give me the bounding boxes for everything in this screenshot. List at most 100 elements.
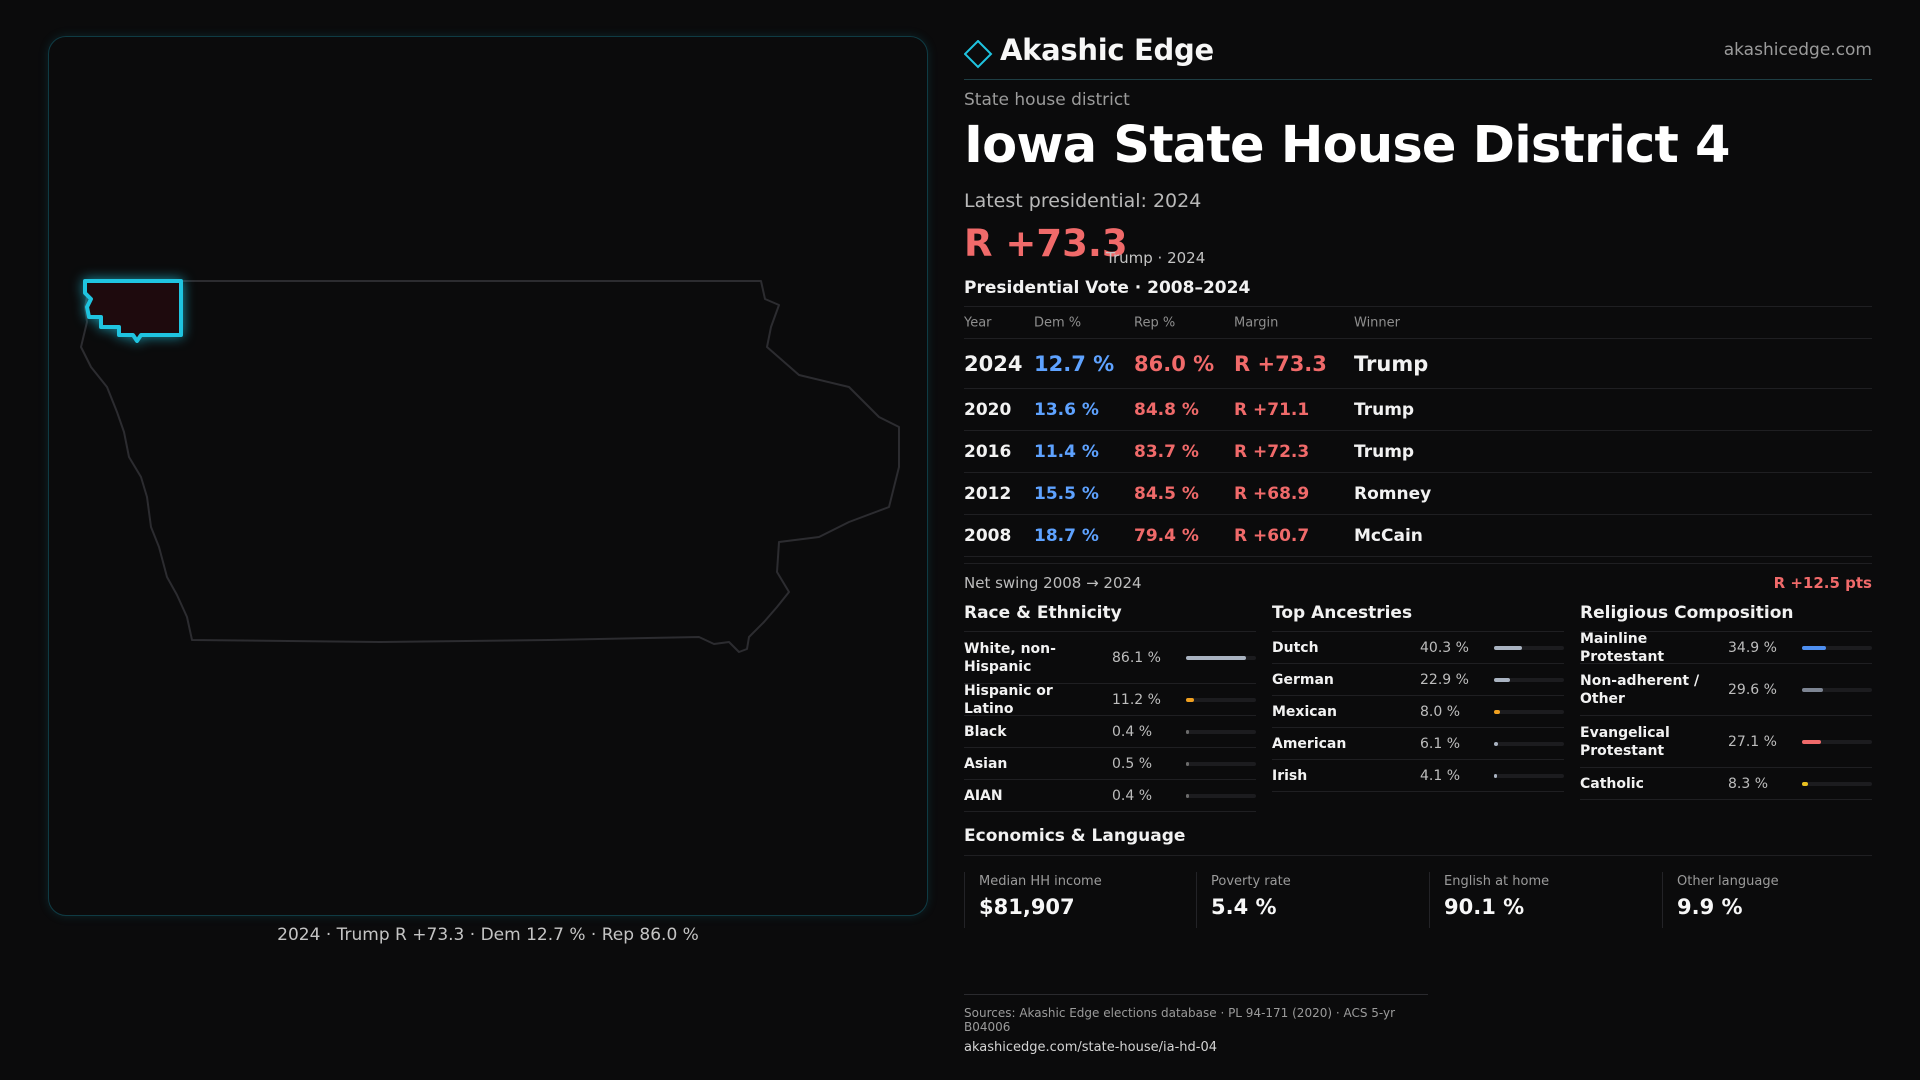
race-bar-track [1186,697,1256,702]
row-rep: 84.8 % [1134,399,1199,420]
map-panel [48,36,928,916]
ancestry-bar-track [1494,677,1564,682]
headline-margin-sub: Trump · 2024 [1106,249,1206,267]
diamond-logo-icon [964,40,993,69]
religion-value: 27.1 % [1728,733,1777,750]
race-ethnicity-title: Race & Ethnicity [964,602,1256,632]
ancestry-bar-fill [1494,773,1497,778]
net-swing-label: Net swing 2008 → 2024 [964,574,1142,592]
econ-stat-poverty: Poverty rate 5.4 % [1196,872,1416,928]
ancestry-label: American [1272,735,1347,752]
religion-label: Non-adherent / Other [1580,672,1700,707]
race-bar-fill [1186,793,1189,798]
column-header-year: Year [964,315,992,330]
religion-bar-fill [1802,739,1821,744]
row-margin: R +73.3 [1234,351,1327,376]
row-winner: Trump [1354,399,1415,420]
ancestry-bar-track [1494,709,1564,714]
column-header-margin: Margin [1234,315,1279,330]
race-bar-track [1186,761,1256,766]
iowa-state-outline [80,280,900,653]
econ-value: 90.1 % [1444,895,1525,919]
row-winner: Trump [1354,351,1429,376]
sources-text: Sources: Akashic Edge elections database… [964,1006,1396,1034]
table-row: 2024 12.7 % 86.0 % R +73.3 Trump [964,339,1872,389]
row-dem: 12.7 % [1034,351,1115,376]
permalink[interactable]: akashicedge.com/state-house/ia-hd-04 [964,1040,1217,1055]
row-dem: 13.6 % [1034,399,1099,420]
ancestry-row: German 22.9 % [1272,664,1564,696]
row-year: 2020 [964,399,1012,420]
race-bar-track [1186,655,1256,660]
ancestry-bar-track [1494,773,1564,778]
table-row: 2008 18.7 % 79.4 % R +60.7 McCain [964,515,1872,557]
ancestry-value: 22.9 % [1420,671,1469,688]
religion-bar-track [1802,645,1872,650]
race-bar-fill [1186,761,1189,766]
religion-row: Non-adherent / Other 29.6 % [1580,664,1872,716]
brand-url[interactable]: akashicedge.com [1723,40,1872,60]
race-bar-track [1186,729,1256,734]
religion-label: Mainline Protestant [1580,630,1665,665]
page-title: Iowa State House District 4 [964,116,1731,175]
ancestry-row: Mexican 8.0 % [1272,696,1564,728]
religion-title: Religious Composition [1580,602,1872,632]
row-year: 2024 [964,351,1023,376]
religion-label: Catholic [1580,775,1644,792]
ancestry-row: American 6.1 % [1272,728,1564,760]
ancestry-label: Irish [1272,767,1308,784]
footer: Sources: Akashic Edge elections database… [964,994,1428,1055]
econ-label: English at home [1444,874,1550,889]
religion-value: 34.9 % [1728,639,1777,656]
row-margin: R +68.9 [1234,483,1310,504]
race-label: Black [964,723,1007,740]
race-bar-track [1186,793,1256,798]
ancestry-bar-fill [1494,709,1500,714]
ancestry-bar-fill [1494,677,1510,682]
ancestries-panel: Top Ancestries Dutch 40.3 % German 22.9 … [1272,602,1564,792]
row-winner: McCain [1354,525,1423,546]
race-value: 0.5 % [1112,755,1153,772]
row-margin: R +72.3 [1234,441,1310,462]
row-winner: Romney [1354,483,1432,504]
religion-bar-fill [1802,645,1826,650]
economics-title: Economics & Language [964,826,1872,856]
race-value: 11.2 % [1112,691,1161,708]
race-row: AIAN 0.4 % [964,780,1256,812]
column-header-winner: Winner [1354,315,1401,330]
religion-value: 29.6 % [1728,681,1777,698]
row-rep: 86.0 % [1134,351,1215,376]
race-row: Black 0.4 % [964,716,1256,748]
vote-table-title: Presidential Vote · 2008–2024 [964,278,1251,298]
econ-label: Median HH income [979,874,1102,889]
ancestry-value: 6.1 % [1420,735,1461,752]
ancestry-label: Dutch [1272,639,1319,656]
table-row: 2016 11.4 % 83.7 % R +72.3 Trump [964,431,1872,473]
race-bar-fill [1186,697,1194,702]
ancestry-value: 8.0 % [1420,703,1461,720]
presidential-vote-table: Year Dem % Rep % Margin Winner 2024 12.7… [964,306,1872,557]
religion-row: Evangelical Protestant 27.1 % [1580,716,1872,768]
row-year: 2012 [964,483,1012,504]
ancestries-title: Top Ancestries [1272,602,1564,632]
ancestry-bar-fill [1494,645,1522,650]
religion-bar-track [1802,687,1872,692]
row-rep: 79.4 % [1134,525,1199,546]
religion-bar-fill [1802,687,1823,692]
column-header-dem: Dem % [1034,315,1082,330]
ancestry-value: 40.3 % [1420,639,1469,656]
econ-stat-other-language: Other language 9.9 % [1662,872,1882,928]
district-shape[interactable] [83,279,183,343]
religion-bar-fill [1802,781,1808,786]
race-row: Hispanic or Latino 11.2 % [964,683,1256,717]
table-row: 2012 15.5 % 84.5 % R +68.9 Romney [964,473,1872,515]
net-swing-value: R +12.5 pts [1773,574,1872,592]
race-label: AIAN [964,787,1003,804]
race-value: 0.4 % [1112,787,1153,804]
row-year: 2016 [964,441,1012,462]
row-margin: R +71.1 [1234,399,1310,420]
row-margin: R +60.7 [1234,525,1310,546]
race-ethnicity-panel: Race & Ethnicity White, non-Hispanic 86.… [964,602,1256,812]
ancestry-row: Dutch 40.3 % [1272,632,1564,664]
row-winner: Trump [1354,441,1415,462]
